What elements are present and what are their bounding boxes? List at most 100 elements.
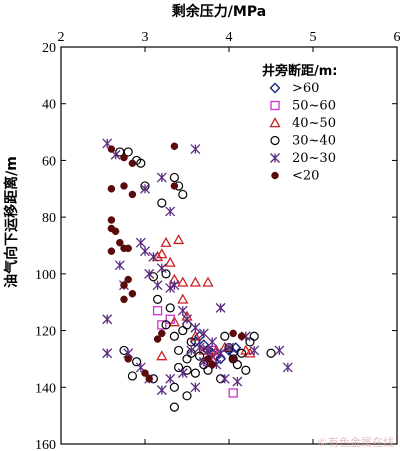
data-point — [156, 385, 167, 396]
data-point — [182, 354, 192, 364]
data-point — [157, 198, 167, 208]
legend-marker — [270, 100, 280, 111]
data-point — [124, 244, 132, 253]
data-point — [116, 238, 124, 247]
data-point — [237, 332, 246, 340]
data-point — [177, 276, 189, 287]
data-point — [148, 272, 158, 282]
data-point — [164, 256, 176, 267]
data-point — [220, 331, 230, 341]
data-point — [216, 374, 226, 384]
data-point — [232, 376, 243, 387]
data-point — [136, 158, 146, 168]
y-tick-label: 60 — [42, 154, 56, 169]
data-point — [156, 172, 167, 183]
data-point — [156, 248, 168, 259]
data-point — [120, 153, 128, 162]
legend-label: <20 — [292, 169, 319, 184]
data-point — [169, 172, 179, 183]
data-point — [152, 306, 163, 316]
data-point — [186, 337, 196, 347]
data-point — [266, 348, 276, 358]
legend-label: 20~30 — [292, 151, 336, 166]
data-point — [165, 303, 175, 313]
data-point — [124, 355, 132, 363]
x-axis-title: 剩余压力/MPa — [172, 3, 266, 20]
data-point — [194, 342, 205, 353]
data-point — [177, 293, 189, 304]
data-point — [128, 190, 137, 199]
data-point — [232, 360, 242, 370]
legend-label: >60 — [292, 81, 319, 96]
data-point — [144, 268, 155, 279]
data-point — [245, 337, 255, 347]
legend-label: 30~40 — [292, 134, 336, 149]
legend-marker — [269, 82, 281, 94]
data-points — [102, 138, 293, 412]
data-point — [182, 314, 192, 325]
data-point — [165, 206, 176, 217]
data-point — [102, 348, 113, 359]
data-point — [153, 294, 163, 304]
data-point — [215, 348, 226, 359]
data-point — [174, 345, 184, 356]
data-point — [111, 227, 120, 236]
data-point — [127, 371, 137, 381]
data-point — [119, 345, 129, 356]
data-point — [169, 402, 179, 412]
data-point — [160, 236, 172, 247]
plot-frame — [60, 46, 398, 445]
data-point — [120, 182, 128, 190]
data-point — [190, 382, 201, 393]
data-point — [195, 351, 205, 361]
data-point — [140, 246, 150, 257]
data-point — [189, 330, 202, 341]
y-tick-label: 20 — [42, 41, 56, 56]
data-point — [190, 322, 201, 333]
data-point — [156, 263, 167, 274]
series-4 — [115, 147, 276, 412]
data-point — [135, 237, 146, 248]
data-point — [229, 329, 237, 338]
watermark: ©有色金属在线 — [317, 435, 394, 449]
data-point — [165, 373, 176, 384]
data-point — [157, 320, 167, 330]
data-point — [114, 260, 125, 271]
data-point — [140, 183, 150, 194]
data-point — [241, 365, 251, 375]
data-point — [124, 275, 132, 284]
data-point — [141, 369, 149, 377]
data-point — [203, 345, 213, 356]
y-tick-label: 140 — [35, 381, 56, 396]
series-6 — [107, 142, 246, 383]
legend-marker — [270, 153, 280, 163]
data-point — [169, 331, 179, 341]
data-point — [161, 320, 171, 330]
data-point — [120, 295, 128, 304]
legend: 井旁断距/m: >60 50~60 40~50 30~40 20~30 <20 — [262, 63, 338, 184]
data-point — [168, 316, 181, 327]
data-point — [128, 159, 137, 168]
data-point — [207, 336, 218, 347]
data-point — [190, 368, 200, 378]
data-point — [172, 233, 185, 245]
data-point — [282, 362, 293, 373]
data-point — [120, 281, 128, 289]
data-point — [190, 144, 201, 155]
x-axis-ticks: 2 3 4 5 6 — [58, 30, 400, 444]
data-point — [208, 360, 216, 369]
data-point — [198, 328, 209, 339]
x-tick-label: 5 — [310, 30, 317, 45]
x-tick-label: 3 — [142, 30, 149, 45]
data-point — [165, 283, 176, 293]
data-point — [107, 185, 116, 193]
legend-title: 井旁断距/m: — [262, 63, 338, 79]
data-point — [145, 375, 153, 383]
data-point — [178, 325, 188, 336]
data-point — [219, 373, 230, 384]
x-tick-label: 2 — [58, 30, 65, 45]
data-point — [169, 382, 179, 392]
data-point — [237, 348, 247, 358]
y-tick-label: 160 — [35, 438, 56, 451]
